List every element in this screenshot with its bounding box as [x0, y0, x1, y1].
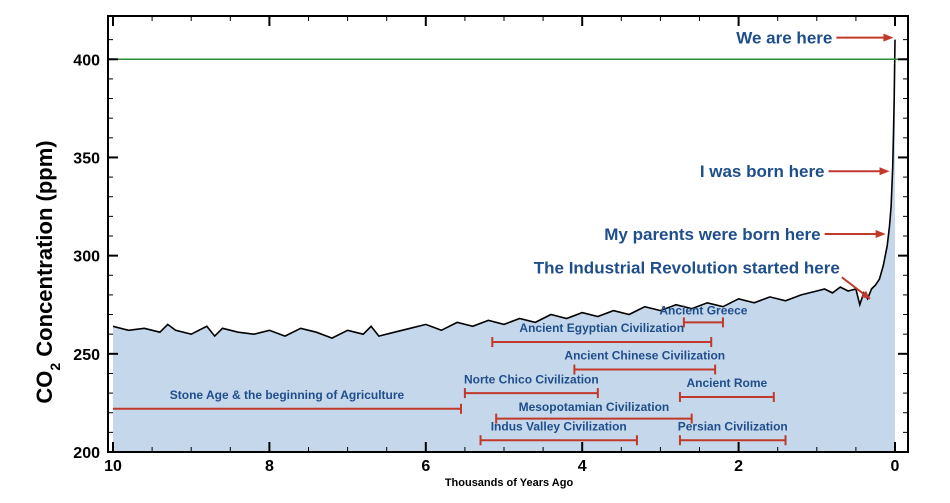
- x-tick-label: 0: [891, 458, 900, 475]
- x-tick-label: 10: [104, 458, 122, 475]
- y-tick-label: 250: [73, 347, 100, 364]
- y-tick-label: 350: [73, 150, 100, 167]
- x-tick-label: 8: [265, 458, 274, 475]
- annotation-label: My parents were born here: [604, 225, 820, 244]
- civilization-label: Ancient Egyptian Civilization: [519, 321, 684, 335]
- co2-area-fill: [113, 39, 895, 452]
- y-axis-label-sub: 2: [47, 363, 63, 371]
- y-axis-label: CO2 Concentration (ppm): [32, 140, 63, 403]
- civilization-label: Stone Age & the beginning of Agriculture: [170, 388, 405, 402]
- y-tick-label: 400: [73, 52, 100, 69]
- civilization-label: Ancient Chinese Civilization: [564, 349, 725, 363]
- civilization-label: Indus Valley Civilization: [491, 419, 627, 433]
- annotation-arrowhead: [883, 33, 894, 42]
- civilization-label: Norte Chico Civilization: [464, 372, 599, 386]
- plot-frame: [107, 15, 909, 453]
- civilization-label: Persian Civilization: [678, 419, 788, 433]
- plot-area: 200 250 300 350 400 10 8 6 4 2 0 Ancient Greece Anci…: [73, 15, 909, 475]
- civilization-label: Mesopotamian Civilization: [519, 400, 670, 414]
- x-tick-label: 6: [421, 458, 430, 475]
- civilization-label: Ancient Rome: [687, 376, 768, 390]
- y-tick-label: 300: [73, 249, 100, 266]
- annotation-label: I was born here: [700, 162, 825, 181]
- annotation-label: The Industrial Revolution started here: [534, 258, 840, 277]
- civilization-label: Ancient Greece: [659, 304, 747, 318]
- co2-line: [112, 39, 896, 339]
- annotation-arrowhead: [879, 167, 890, 176]
- annotation-arrowhead: [861, 290, 870, 299]
- x-axis-label: Thousands of Years Ago: [445, 477, 574, 489]
- annotation-arrowhead: [875, 230, 886, 239]
- x-tick-label: 4: [578, 458, 587, 475]
- y-tick-label: 200: [73, 445, 100, 462]
- annotation-label: We are here: [736, 29, 832, 48]
- x-tick-label: 2: [734, 458, 743, 475]
- y-axis-label-rest: Concentration (ppm): [32, 140, 57, 362]
- y-axis-label-co: CO: [32, 371, 57, 404]
